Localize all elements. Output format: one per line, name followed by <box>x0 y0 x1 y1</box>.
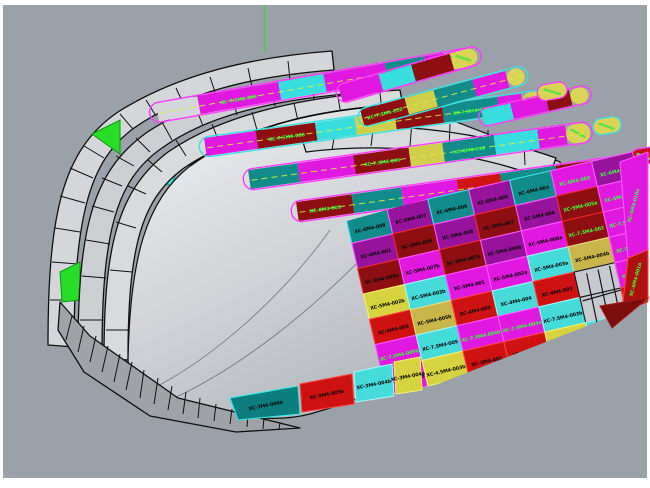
plate-label: XC-6M4-009 <box>309 204 342 214</box>
plate-cell[interactable] <box>229 385 301 421</box>
plate-label: XC-7.5M4-007 <box>452 106 489 117</box>
plate-sliver[interactable] <box>599 297 650 329</box>
bilge-arc-plates[interactable]: XC-3M4-006b XC-3M4-005b XC-3M4-004b XC-3… <box>229 356 425 421</box>
deck-tip-cap[interactable] <box>536 81 568 102</box>
hull-band-outer[interactable] <box>47 50 335 348</box>
deck-tip-cap[interactable] <box>592 116 622 136</box>
transom-wrap-strip[interactable]: XC-5M4-010a XC-4M4-001a <box>599 151 650 329</box>
cap-streak <box>455 54 472 62</box>
stiffener-trace <box>299 165 629 213</box>
shell-frame-curves <box>149 229 371 401</box>
stiffener-trace <box>251 132 587 181</box>
plate-cell[interactable] <box>299 373 355 413</box>
plate-label: XC-6M4-010 <box>453 145 486 155</box>
panel-division-lines <box>106 92 383 331</box>
cap-streak <box>543 88 561 96</box>
deck-ribbon[interactable]: XC-7.5M4-006 XC-6M4-010 <box>242 121 593 191</box>
deck-ribbon[interactable]: XC-7.5M4-010 <box>356 65 530 129</box>
green-highlight-panel[interactable] <box>91 119 121 155</box>
plate-cell[interactable] <box>621 249 649 311</box>
bilge-wedge[interactable] <box>57 301 301 433</box>
deck-ribbon[interactable] <box>334 45 483 105</box>
plate-label: XC-7.5M4-006 <box>364 157 402 168</box>
frame-lines <box>582 265 622 323</box>
cap-streak <box>570 128 586 139</box>
bilge-hatch-lines <box>65 315 281 431</box>
plate-cell[interactable] <box>353 363 395 403</box>
cap-streak <box>598 122 615 130</box>
plate-label: XC-7.5M4-008 <box>268 132 306 143</box>
stiffener-trace <box>364 75 523 119</box>
plate-cell[interactable] <box>393 356 423 395</box>
